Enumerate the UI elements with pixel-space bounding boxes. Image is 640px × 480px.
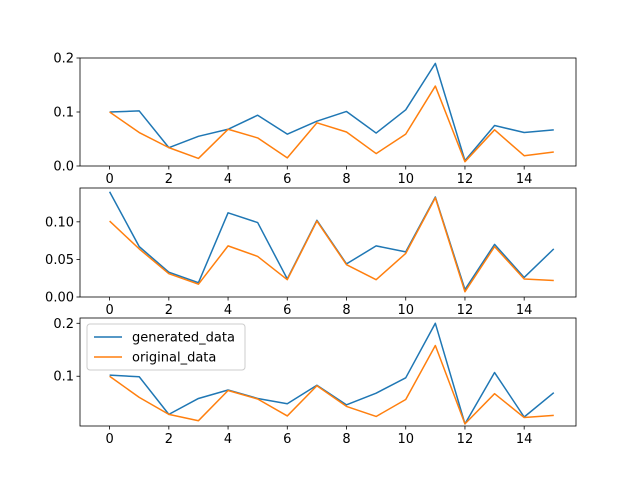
series-line-original-data	[109, 85, 554, 163]
x-tick-label: 6	[283, 432, 291, 447]
legend: generated_data original_data	[86, 323, 246, 371]
x-tick-label: 12	[457, 432, 474, 447]
x-tick-label: 10	[397, 432, 414, 447]
x-tick-label: 4	[224, 432, 232, 447]
axes-frame	[79, 57, 577, 167]
x-tick-label: 0	[105, 303, 113, 318]
x-tick-label: 4	[224, 172, 232, 187]
x-tick-label: 10	[397, 172, 414, 187]
series-line-original-data	[109, 344, 554, 425]
x-tick-label: 6	[283, 303, 291, 318]
series-line-generated-data	[108, 191, 555, 291]
series-line-generated-data	[109, 62, 554, 162]
x-tick-label: 10	[397, 303, 414, 318]
x-tick-label: 14	[516, 303, 533, 318]
y-tick-label: 0.05	[45, 253, 74, 268]
axes-frame	[79, 317, 577, 427]
subplot-2: 0 2 4 6 8 10 12 14 0.00 0.05 0.10	[45, 187, 577, 318]
y-tick-label: 0.2	[53, 52, 74, 67]
x-tick-label: 4	[224, 303, 232, 318]
legend-entry: generated_data	[132, 331, 235, 346]
subplot-3: 0 2 4 6 8 10 12 14 0.1 0.2 generated_data original_…	[53, 317, 577, 447]
x-tick-label: 0	[105, 432, 113, 447]
y-tick-label: 0.0	[53, 160, 74, 175]
x-tick-label: 12	[457, 303, 474, 318]
series-line-generated-data	[109, 322, 555, 425]
y-tick-label: 0.2	[53, 317, 74, 332]
x-tick-label: 2	[165, 432, 173, 447]
x-tick-label: 12	[457, 172, 474, 187]
y-tick-label: 0.1	[53, 370, 74, 385]
x-tick-label: 8	[342, 303, 350, 318]
legend-entry: original_data	[132, 351, 216, 366]
y-tick-label: 0.10	[45, 215, 74, 230]
x-tick-label: 14	[516, 172, 533, 187]
series-line-original-data	[109, 197, 554, 293]
x-tick-label: 14	[516, 432, 533, 447]
legend-box	[86, 323, 246, 371]
axes-frame	[79, 187, 577, 298]
x-tick-label: 2	[165, 172, 173, 187]
y-tick-label: 0.1	[53, 106, 74, 121]
subplot-1: 0 2 4 6 8 10 12 14 0.0 0.1 0.2	[53, 52, 577, 187]
x-tick-label: 2	[165, 303, 173, 318]
subplots: 0 2 4 6 8 10 12 140.00.10.20 2 4 6 8 10 12 140.000.050…	[45, 52, 577, 447]
y-tick-label: 0.00	[45, 291, 74, 306]
x-tick-label: 0	[105, 172, 113, 187]
x-tick-label: 8	[342, 432, 350, 447]
x-tick-label: 8	[342, 172, 350, 187]
x-tick-label: 6	[283, 172, 291, 187]
